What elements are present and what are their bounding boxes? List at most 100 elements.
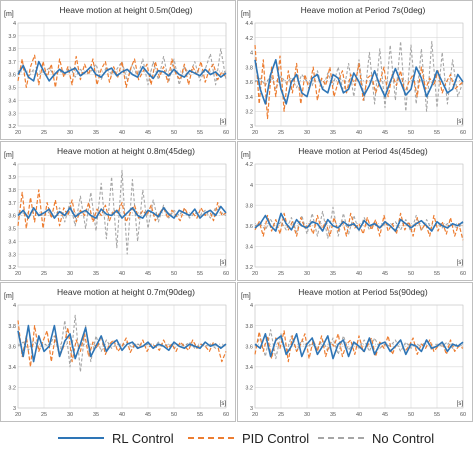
chart-title: Heave motion at height 0.8m(45deg) <box>57 146 195 156</box>
y-tick-label: 4.4 <box>245 21 253 27</box>
y-tick-label: 4.2 <box>245 162 253 168</box>
x-tick-label: 40 <box>356 271 362 277</box>
chart-panel-2: Heave motion at Period 7s(0deg) [m] 3 3.2 3.… <box>237 0 473 140</box>
series-line-none <box>254 206 464 239</box>
x-tick-label: 50 <box>408 130 414 136</box>
x-tick-label: 45 <box>382 130 388 136</box>
y-tick-label: 3 <box>13 406 16 412</box>
y-tick-label: 3.9 <box>8 175 16 181</box>
x-tick-label: 40 <box>119 271 125 277</box>
x-tick-label: 55 <box>197 130 203 136</box>
legend-item-none: No Control <box>318 430 434 446</box>
legend-label-pid: PID Control <box>242 430 310 446</box>
x-tick-label: 20 <box>252 412 258 418</box>
x-tick-label: 40 <box>356 412 362 418</box>
x-axis-label: [s] <box>457 119 464 125</box>
x-tick-label: 20 <box>15 412 21 418</box>
x-tick-label: 60 <box>223 412 229 418</box>
x-tick-label: 20 <box>252 130 258 136</box>
y-tick-label: 3.8 <box>8 324 16 330</box>
series-line-rl <box>17 205 227 219</box>
series-line-pid <box>17 320 227 368</box>
x-tick-label: 50 <box>408 412 414 418</box>
series-line-rl <box>254 59 464 105</box>
series-line-pid <box>254 45 464 120</box>
x-tick-label: 30 <box>67 412 73 418</box>
x-tick-label: 40 <box>119 130 125 136</box>
y-tick-label: 3.9 <box>8 34 16 40</box>
legend-label-none: No Control <box>372 430 435 446</box>
chart-title: Heave motion at height 0.7m(90deg) <box>57 287 195 297</box>
x-tick-label: 50 <box>171 412 177 418</box>
x-axis-label: [s] <box>220 260 227 266</box>
x-tick-label: 25 <box>41 271 47 277</box>
series-line-rl <box>254 212 464 232</box>
y-tick-label: 3.5 <box>8 227 16 233</box>
legend-swatch-rl <box>58 437 104 439</box>
legend-item-pid: PID Control <box>188 430 309 446</box>
x-tick-label: 25 <box>278 271 284 277</box>
chart-title: Heave motion at Period 7s(0deg) <box>301 5 426 15</box>
chart-panel-1: Heave motion at height 0.5m(0deg) [m] 3.2 3… <box>0 0 236 140</box>
chart-title: Heave motion at Period 4s(45deg) <box>298 146 428 156</box>
y-tick-label: 3.3 <box>8 252 16 258</box>
panel-frame <box>237 0 473 140</box>
x-tick-label: 40 <box>119 412 125 418</box>
series-line-rl <box>17 60 227 82</box>
x-tick-label: 40 <box>356 130 362 136</box>
y-tick-label: 4 <box>13 162 16 168</box>
y-tick-label: 3.7 <box>8 60 16 66</box>
plot-area <box>254 304 464 409</box>
x-axis-label: [s] <box>457 401 464 407</box>
series-line-rl <box>17 324 227 363</box>
series-line-none <box>254 40 464 112</box>
y-tick-label: 3.8 <box>8 188 16 194</box>
x-tick-label: 45 <box>382 271 388 277</box>
y-tick-label: 3.4 <box>8 98 16 104</box>
y-axis-label: [m] <box>4 152 14 159</box>
y-tick-label: 4 <box>13 303 16 309</box>
y-tick-label: 4 <box>250 303 253 309</box>
legend-item-rl: RL Control <box>58 430 174 446</box>
x-tick-label: 35 <box>330 412 336 418</box>
x-tick-label: 20 <box>15 130 21 136</box>
series-line-pid <box>17 189 227 229</box>
panel-frame <box>237 141 473 281</box>
chart-title: Heave motion at height 0.5m(0deg) <box>59 5 192 15</box>
y-tick-label: 3.6 <box>245 344 253 350</box>
y-tick-label: 3.6 <box>245 224 253 230</box>
x-tick-label: 60 <box>460 271 466 277</box>
x-tick-label: 25 <box>278 130 284 136</box>
chart-panel-3: Heave motion at height 0.8m(45deg) [m] 3.2… <box>0 141 236 281</box>
plot-area <box>254 163 464 268</box>
x-tick-label: 30 <box>67 271 73 277</box>
x-tick-label: 20 <box>15 271 21 277</box>
x-tick-label: 50 <box>171 271 177 277</box>
y-tick-label: 4 <box>250 51 253 57</box>
plot-area <box>254 22 464 127</box>
panel-frame <box>0 282 236 422</box>
y-tick-label: 3.7 <box>8 201 16 207</box>
x-tick-label: 30 <box>67 130 73 136</box>
legend-swatch-none <box>318 437 364 439</box>
x-tick-label: 35 <box>330 130 336 136</box>
y-tick-label: 3.4 <box>245 95 253 101</box>
y-tick-label: 3.6 <box>8 73 16 79</box>
x-axis-label: [s] <box>220 119 227 125</box>
chart-panel-6: Heave motion at Period 5s(90deg) [m] 3 3.2 3… <box>237 282 473 422</box>
y-tick-label: 3.8 <box>245 203 253 209</box>
y-tick-label: 3.6 <box>8 344 16 350</box>
y-tick-label: 4 <box>250 183 253 189</box>
x-tick-label: 45 <box>382 412 388 418</box>
chart-title: Heave motion at Period 5s(90deg) <box>298 287 428 297</box>
y-tick-label: 3.8 <box>245 324 253 330</box>
x-tick-label: 25 <box>278 412 284 418</box>
x-tick-label: 50 <box>408 271 414 277</box>
legend: RL Control PID Control No Control <box>0 424 474 452</box>
y-tick-label: 3 <box>250 406 253 412</box>
x-tick-label: 45 <box>145 130 151 136</box>
y-tick-label: 3.6 <box>245 80 253 86</box>
y-axis-label: [m] <box>241 293 251 300</box>
x-tick-label: 60 <box>460 412 466 418</box>
x-tick-label: 55 <box>197 271 203 277</box>
